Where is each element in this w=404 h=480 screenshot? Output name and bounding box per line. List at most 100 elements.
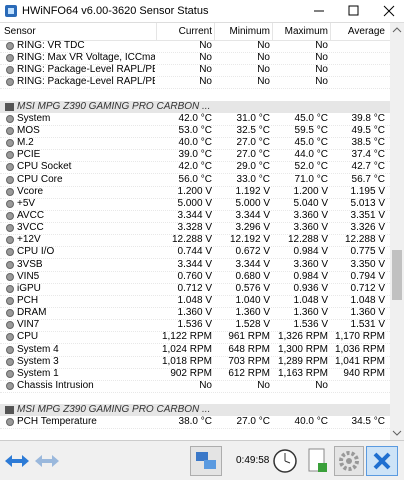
row-separator [0, 173, 390, 175]
sensor-value: 39.8 °C [351, 112, 385, 124]
sensor-value: 40.0 °C [178, 137, 212, 149]
close-button[interactable] [366, 446, 398, 476]
sensor-value: 49.5 °C [351, 124, 385, 136]
sensor-value: 1.360 V [235, 307, 270, 319]
row-separator [0, 270, 390, 272]
sensor-value: 59.5 °C [294, 124, 328, 136]
scrollbar[interactable] [390, 23, 404, 440]
sensor-value: No [257, 76, 270, 88]
sensor-value: 42.0 °C [178, 161, 212, 173]
sensor-value: 1,122 RPM [161, 331, 212, 343]
sensor-value: No [257, 52, 270, 64]
sensor-value: 902 RPM [170, 367, 212, 379]
sensor-icon [6, 175, 14, 184]
sensor-icon [6, 163, 14, 172]
sensor-name: Chassis Intrusion [17, 379, 94, 391]
sensor-value: No [199, 40, 212, 51]
group-row [0, 404, 390, 417]
sensor-value: 45.0 °C [294, 137, 328, 149]
sensor-value: 1.536 V [293, 319, 328, 331]
scrollbar-graphics [392, 27, 402, 436]
sensor-name: RING: VR TDC [17, 40, 85, 51]
sensor-value: 3.344 V [177, 258, 212, 270]
sensor-icon [6, 333, 14, 342]
sensor-icon [6, 139, 14, 148]
row-separator [0, 428, 390, 430]
row-separator [0, 209, 390, 211]
group-title: MSI MPG Z390 GAMING PRO CARBON ... [17, 404, 211, 416]
sensor-value: 3.344 V [177, 209, 212, 221]
row-separator [0, 331, 390, 333]
sensor-value: No [199, 76, 212, 88]
sensor-name: VIN7 [17, 319, 40, 331]
sensor-icon [6, 66, 14, 75]
sensor-value: No [257, 40, 270, 51]
sensor-name: AVCC [17, 209, 45, 221]
sensor-name: +12V [17, 234, 41, 246]
sensor-value: 37.4 °C [351, 149, 385, 161]
sensor-value: 1,018 RPM [161, 355, 212, 367]
column-header: Current [178, 26, 212, 37]
sensor-value: 1,170 RPM [334, 331, 385, 343]
sensor-value: 0.984 V [293, 270, 328, 282]
sensor-value: 1.048 V [293, 294, 328, 306]
settings-button[interactable] [334, 446, 364, 476]
sensor-value: 1.192 V [235, 185, 270, 197]
sensor-value: 1,163 RPM [277, 367, 328, 379]
sensor-value: 27.0 °C [236, 416, 270, 428]
sensor-value: 42.7 °C [351, 161, 385, 173]
sensor-value: 1.048 V [350, 294, 385, 306]
sensor-value: 3.344 V [235, 258, 270, 270]
sensor-value: 12.288 V [287, 234, 328, 246]
sensor-value: No [257, 64, 270, 76]
sensor-value: 33.0 °C [236, 173, 270, 185]
sensor-value: 1,300 RPM [277, 343, 328, 355]
sensor-value: 52.0 °C [294, 161, 328, 173]
window-controls[interactable] [300, 0, 404, 22]
sensor-name: RING: Package-Level RAPL/PBM PL2,PL3 [17, 76, 155, 88]
sensor-name: DRAM [17, 307, 47, 319]
group-title: MSI MPG Z390 GAMING PRO CARBON ... [17, 100, 211, 112]
group-icon [5, 102, 14, 111]
sensor-value: 0.712 V [177, 282, 212, 294]
window-title: HWiNFO64 v6.00-3620 Sensor Status [22, 5, 209, 17]
sensor-value: 961 RPM [228, 331, 270, 343]
column-divider [214, 23, 215, 40]
sensor-value: 39.0 °C [178, 149, 212, 161]
clock-button[interactable] [270, 446, 300, 476]
report-button[interactable] [302, 446, 332, 476]
sensor-value: No [199, 64, 212, 76]
row-separator [0, 367, 390, 369]
sensor-value: 1.360 V [177, 307, 212, 319]
sensor-value: 44.0 °C [294, 149, 328, 161]
sensor-value: 1,036 RPM [334, 343, 385, 355]
sensor-icon [6, 357, 14, 366]
sensor-icon [6, 236, 14, 245]
sensor-value: No [315, 64, 328, 76]
sensor-icon [6, 369, 14, 378]
sensor-name: System 3 [17, 355, 59, 367]
sensor-icon [6, 248, 14, 257]
row-separator [0, 149, 390, 151]
sensor-name: CPU Core [17, 173, 63, 185]
row-separator [0, 234, 390, 236]
row-separator [0, 343, 390, 345]
row-separator [0, 136, 390, 138]
table-header[interactable]: Sensor Current Minimum Maximum Average [0, 23, 390, 41]
sensor-icon [6, 381, 14, 390]
sensor-icon [6, 345, 14, 354]
sensor-name: +5V [17, 197, 36, 209]
sensor-value: 3.360 V [293, 258, 328, 270]
sensor-value: 0.794 V [350, 270, 385, 282]
network-button[interactable] [190, 446, 222, 476]
row-separator [0, 355, 390, 357]
sensor-name: PCH [17, 294, 39, 306]
nav-arrows[interactable] [3, 451, 63, 471]
sensor-value: 12.192 V [229, 234, 270, 246]
sensor-value: 3.351 V [350, 209, 385, 221]
sensor-value: 3.344 V [235, 209, 270, 221]
column-header: Sensor [4, 26, 36, 37]
sensor-value: No [315, 76, 328, 88]
sensor-name: PCH Temperature [17, 416, 97, 428]
